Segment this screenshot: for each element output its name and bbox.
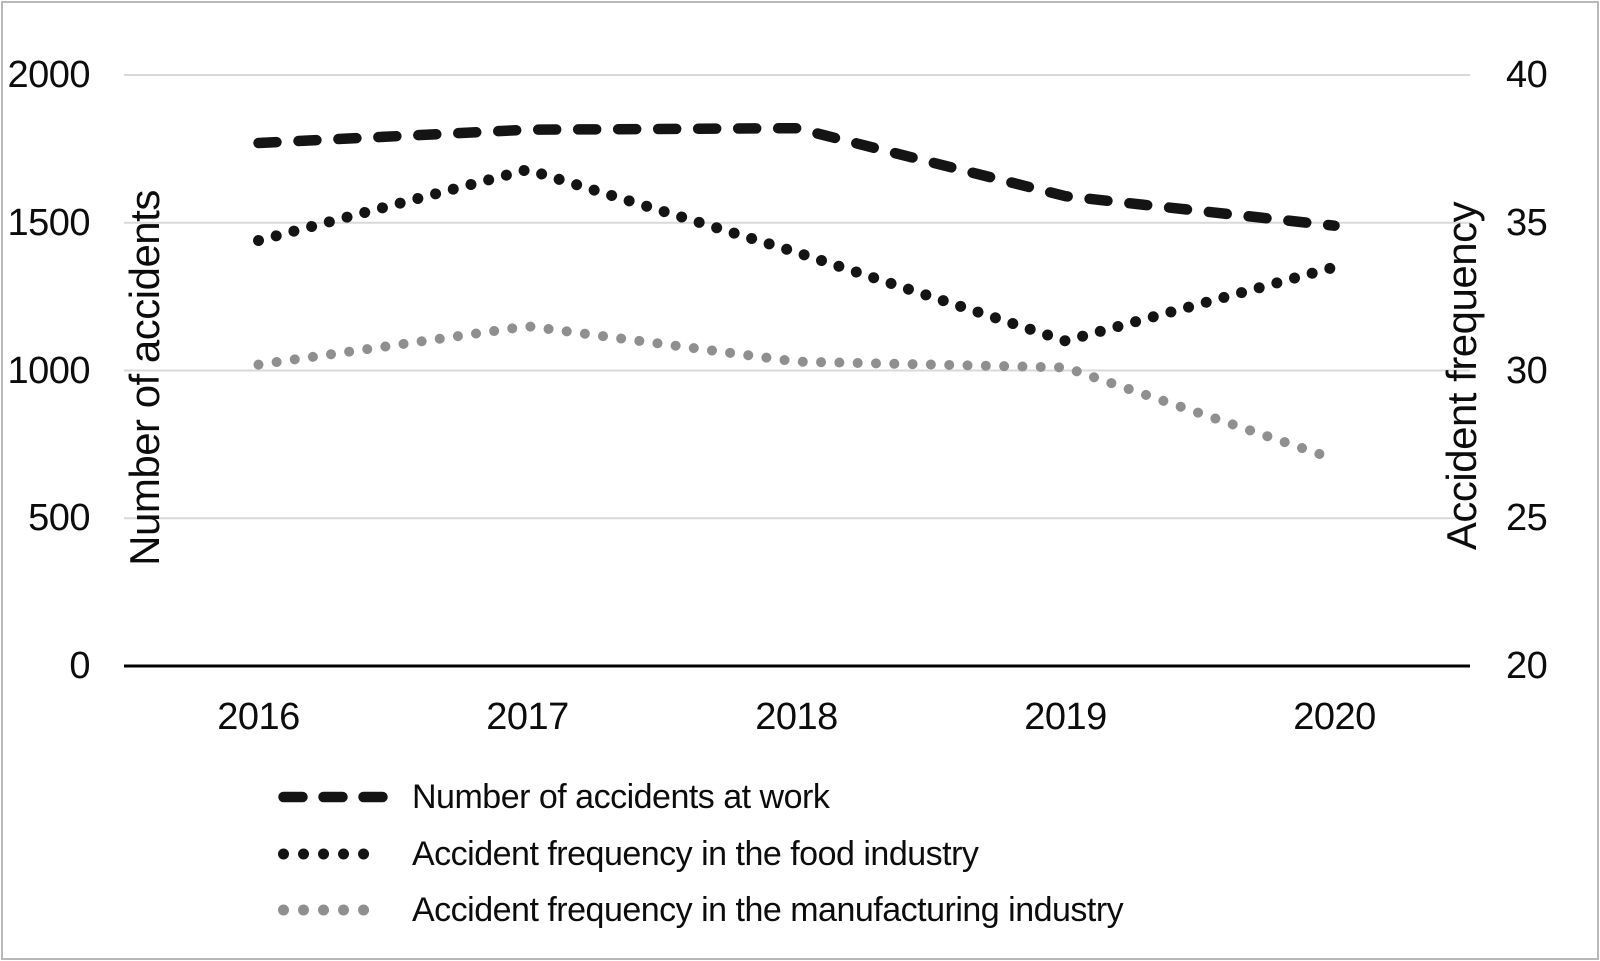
x-axis-tick: 2016 [217, 696, 300, 738]
legend-swatch-dashed [278, 791, 388, 803]
right-axis-tick: 35 [1506, 201, 1548, 244]
legend-label: Number of accidents at work [412, 778, 830, 816]
left-axis-tick: 1000 [7, 349, 90, 392]
x-axis-tick: 2018 [755, 696, 838, 738]
legend-item: Accident frequency in the food industry [278, 832, 979, 876]
series-line-dashed-0 [253, 122, 1340, 231]
left-axis-tick: 1500 [7, 201, 90, 244]
legend-swatch-dotted [278, 848, 388, 860]
x-axis-tick: 2017 [486, 696, 569, 738]
right-axis-title: Accident frequency [1438, 201, 1485, 551]
left-axis-tick: 500 [28, 497, 90, 540]
series-line-dotted-2 [253, 321, 1340, 465]
legend-item: Accident frequency in the manufacturing … [278, 888, 1124, 932]
left-axis-tick: 2000 [7, 54, 90, 96]
legend-swatch-dotted [278, 904, 388, 916]
right-axis-tick: 30 [1506, 349, 1548, 392]
left-axis-tick: 0 [69, 645, 90, 687]
x-axis-tick: 2019 [1024, 696, 1107, 738]
right-axis-tick: 40 [1506, 54, 1548, 96]
series-line-dotted-1 [253, 164, 1340, 347]
legend-item: Number of accidents at work [278, 775, 830, 819]
x-axis-tick: 2020 [1293, 696, 1376, 738]
legend-label: Accident frequency in the food industry [412, 835, 979, 873]
left-axis-title: Number of accidents [121, 190, 168, 566]
legend-label: Accident frequency in the manufacturing … [412, 891, 1124, 929]
right-axis-tick: 25 [1506, 497, 1548, 540]
right-axis-tick: 20 [1506, 645, 1548, 687]
